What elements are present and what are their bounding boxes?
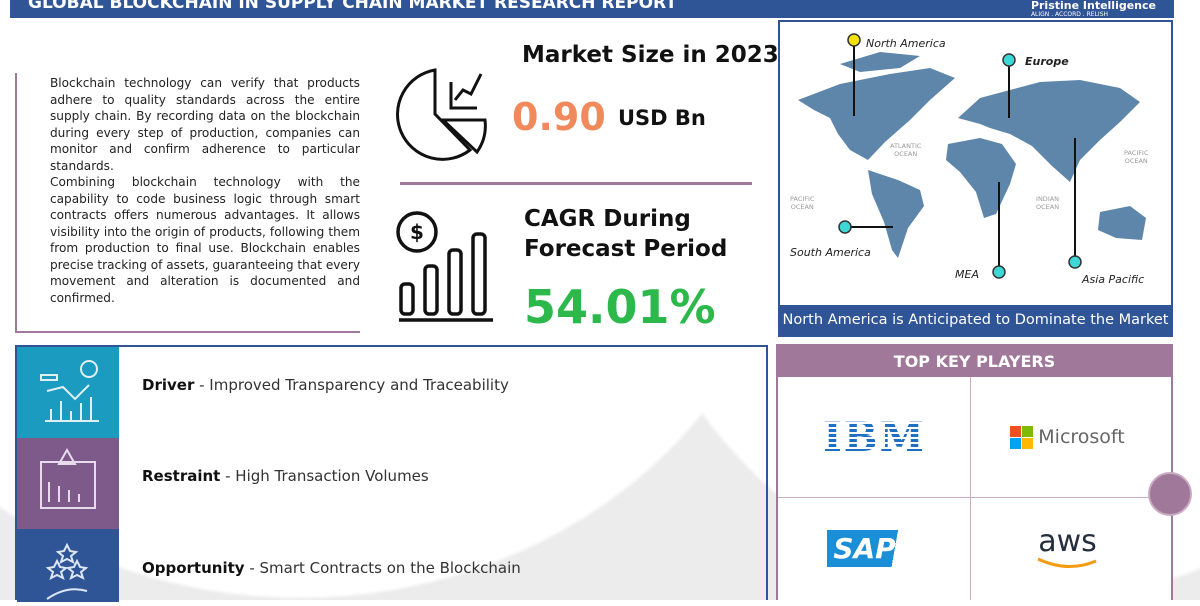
intro-paragraph: Blockchain technology can verify that pr… (50, 76, 360, 173)
ocean-label: INDIAN OCEAN (1036, 195, 1060, 211)
map-caption: North America is Anticipated to Dominate… (780, 305, 1171, 335)
world-map (798, 33, 1146, 279)
ocean-label: PACIFIC OCEAN (790, 195, 815, 211)
driver-icon (17, 347, 119, 438)
ocean-label: PACIFIC OCEAN (1124, 149, 1149, 165)
player-sap: SAP (778, 498, 971, 598)
region-marker-europe (1002, 53, 1016, 67)
region-marker-north-america (847, 33, 861, 47)
divider (400, 182, 752, 185)
world-map-panel: North America Europe South America MEA A… (778, 20, 1173, 337)
cagr-heading: CAGR During Forecast Period (524, 206, 728, 262)
logo-tagline: ALIGN . ACCORD . RELISH (1030, 11, 1109, 18)
opportunity-icon (17, 529, 119, 602)
key-players-panel: TOP KEY PLAYERS IBM Microsoft SAP aws (776, 344, 1173, 600)
region-marker-asia-pacific (1068, 255, 1082, 269)
intro-paragraph: Combining blockchain technology with the… (50, 175, 360, 305)
pie-chart-icon (396, 68, 487, 161)
player-ibm: IBM (823, 413, 926, 461)
market-size-value: 0.90 (512, 95, 606, 139)
svg-text:$: $ (410, 220, 424, 244)
region-label: North America (866, 37, 946, 50)
region-marker-mea (992, 265, 1006, 279)
intro-text: Blockchain technology can verify that pr… (15, 73, 360, 333)
ocean-label: ATLANTIC OCEAN (890, 142, 922, 158)
player-microsoft: Microsoft (971, 377, 1164, 497)
title-bar: GLOBAL BLOCKCHAIN IN SUPPLY CHAIN MARKET… (10, 0, 1174, 18)
region-label: Asia Pacific (1082, 273, 1145, 286)
key-players-heading: TOP KEY PLAYERS (778, 346, 1171, 377)
opportunity-text: Opportunity - Smart Contracts on the Blo… (142, 559, 521, 577)
cagr-value: 54.01% (524, 280, 716, 334)
driver-text: Driver - Improved Transparency and Trace… (142, 376, 509, 394)
market-factors-panel: Driver - Improved Transparency and Trace… (15, 345, 768, 602)
player-aws: aws (971, 498, 1164, 598)
market-size-heading: Market Size in 2023 (522, 42, 779, 68)
grid-divider (970, 377, 971, 600)
amazon-smile-icon (1036, 557, 1097, 568)
region-marker-south-america (838, 220, 852, 234)
region-label: MEA (955, 268, 979, 281)
logo-name: Pristine Intelligence (1030, 0, 1156, 12)
grid-divider (778, 497, 1171, 498)
logo: Pristine Intelligence ALIGN . ACCORD . RE… (1031, 0, 1156, 18)
building-icon (1148, 472, 1192, 516)
market-size-unit: USD Bn (618, 106, 706, 130)
microsoft-logo-icon (1010, 425, 1034, 449)
restraint-icon (17, 438, 119, 529)
region-label: Europe (1025, 55, 1069, 68)
region-label: South America (790, 246, 871, 259)
report-title: GLOBAL BLOCKCHAIN IN SUPPLY CHAIN MARKET… (28, 0, 677, 13)
restraint-text: Restraint - High Transaction Volumes (142, 467, 429, 485)
dollar-growth-icon: $ (396, 211, 493, 322)
